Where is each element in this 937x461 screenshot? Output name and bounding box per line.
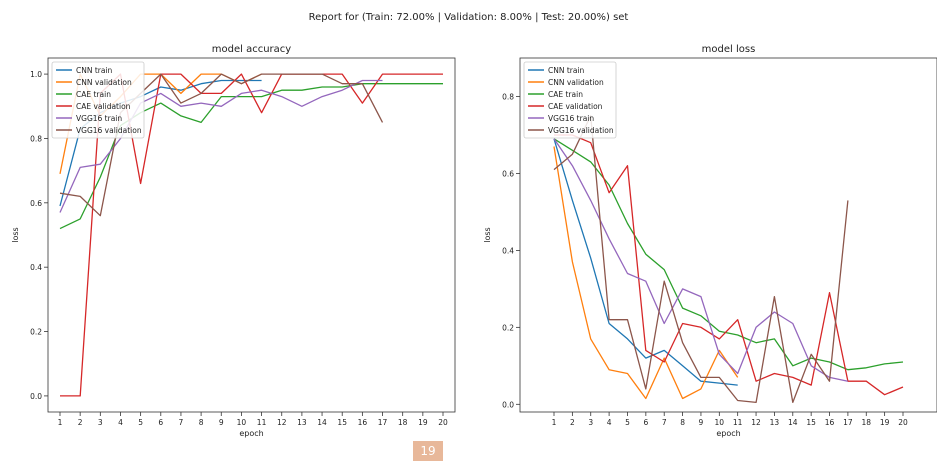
loss-legend-label: CNN train [548, 66, 585, 75]
accuracy-legend-label: CAE validation [76, 102, 131, 111]
loss-x-tick-label: 14 [788, 418, 798, 427]
loss-x-tick-label: 6 [643, 418, 648, 427]
loss-y-axis-label: loss [483, 227, 492, 242]
accuracy-y-tick-label: 0.2 [30, 328, 42, 337]
loss-x-tick-label: 20 [898, 418, 908, 427]
loss-x-axis-label: epoch [716, 429, 740, 438]
loss-x-tick-label: 4 [607, 418, 612, 427]
loss-y-tick-label: 0.2 [502, 323, 514, 332]
accuracy-x-tick-label: 14 [317, 418, 327, 427]
loss-x-tick-label: 19 [880, 418, 890, 427]
accuracy-x-tick-label: 19 [418, 418, 428, 427]
accuracy-x-tick-label: 16 [358, 418, 368, 427]
loss-x-tick-label: 12 [751, 418, 761, 427]
loss-x-tick-label: 11 [733, 418, 743, 427]
accuracy-x-tick-label: 7 [179, 418, 184, 427]
accuracy-series-line-vgg16-validation [59, 73, 384, 217]
loss-legend-label: CAE train [548, 90, 583, 99]
accuracy-x-tick-label: 4 [118, 418, 123, 427]
accuracy-x-tick-label: 17 [378, 418, 388, 427]
loss-legend-label: VGG16 train [548, 114, 594, 123]
loss-x-tick-label: 2 [570, 418, 575, 427]
accuracy-x-tick-label: 13 [297, 418, 307, 427]
accuracy-x-axis-label: epoch [239, 429, 263, 438]
accuracy-x-tick-label: 8 [199, 418, 204, 427]
accuracy-x-tick-label: 10 [237, 418, 247, 427]
loss-x-tick-label: 7 [662, 418, 667, 427]
loss-x-tick-label: 13 [770, 418, 780, 427]
accuracy-y-tick-label: 0.6 [30, 199, 42, 208]
accuracy-legend-label: VGG16 train [76, 114, 122, 123]
loss-x-tick-label: 3 [588, 418, 593, 427]
accuracy-x-tick-label: 9 [219, 418, 224, 427]
accuracy-title: model accuracy [212, 44, 292, 55]
accuracy-legend-label: VGG16 validation [76, 126, 142, 135]
accuracy-x-tick-label: 15 [337, 418, 347, 427]
loss-y-tick-label: 0.8 [502, 92, 514, 101]
loss-x-tick-label: 9 [699, 418, 704, 427]
accuracy-legend-label: CAE train [76, 90, 111, 99]
loss-x-tick-label: 16 [825, 418, 835, 427]
accuracy-x-tick-label: 6 [158, 418, 163, 427]
loss-series-line-cae-train [553, 138, 904, 371]
accuracy-x-tick-label: 11 [257, 418, 267, 427]
loss-series-line-vgg16-train [553, 138, 849, 382]
accuracy-x-tick-label: 3 [98, 418, 103, 427]
accuracy-legend-box [51, 61, 145, 139]
loss-x-tick-label: 15 [806, 418, 816, 427]
accuracy-x-tick-label: 5 [138, 418, 143, 427]
loss-plot-frame [519, 57, 937, 413]
accuracy-y-axis-label: loss [11, 227, 20, 242]
loss-legend-label: VGG16 validation [548, 126, 614, 135]
loss-x-tick-label: 18 [861, 418, 871, 427]
accuracy-y-tick-label: 0.8 [30, 134, 42, 143]
report-title: Report for (Train: 72.00% | Validation: … [308, 12, 629, 23]
accuracy-x-tick-label: 1 [58, 418, 63, 427]
loss-y-tick-label: 0.6 [502, 169, 514, 178]
accuracy-x-tick-label: 20 [438, 418, 448, 427]
loss-legend-label: CAE validation [548, 102, 603, 111]
accuracy-x-tick-label: 2 [78, 418, 83, 427]
accuracy-plot-frame [47, 57, 456, 413]
page-number-badge: 19 [413, 441, 443, 461]
loss-legend-box [523, 61, 617, 139]
loss-series-line-cae-validation [554, 134, 904, 396]
accuracy-legend-label: CNN validation [76, 78, 132, 87]
accuracy-x-tick-label: 12 [277, 418, 287, 427]
loss-legend-label: CNN validation [548, 78, 604, 87]
loss-series-line-cnn-validation [553, 146, 739, 400]
loss-y-tick-label: 0.0 [502, 400, 514, 409]
loss-series-line-vgg16-validation [553, 115, 849, 404]
loss-x-tick-label: 5 [625, 418, 630, 427]
loss-x-tick-label: 10 [715, 418, 725, 427]
accuracy-y-tick-label: 0.4 [30, 263, 42, 272]
accuracy-y-tick-label: 0.0 [30, 392, 42, 401]
accuracy-legend-label: CNN train [76, 66, 113, 75]
loss-x-tick-label: 8 [680, 418, 685, 427]
loss-title: model loss [702, 44, 756, 55]
loss-y-tick-label: 0.4 [502, 246, 514, 255]
accuracy-y-tick-label: 1.0 [30, 70, 42, 79]
accuracy-x-tick-label: 18 [398, 418, 408, 427]
loss-series-line-cnn-train [553, 138, 738, 386]
loss-x-tick-label: 17 [843, 418, 853, 427]
loss-x-tick-label: 1 [552, 418, 557, 427]
